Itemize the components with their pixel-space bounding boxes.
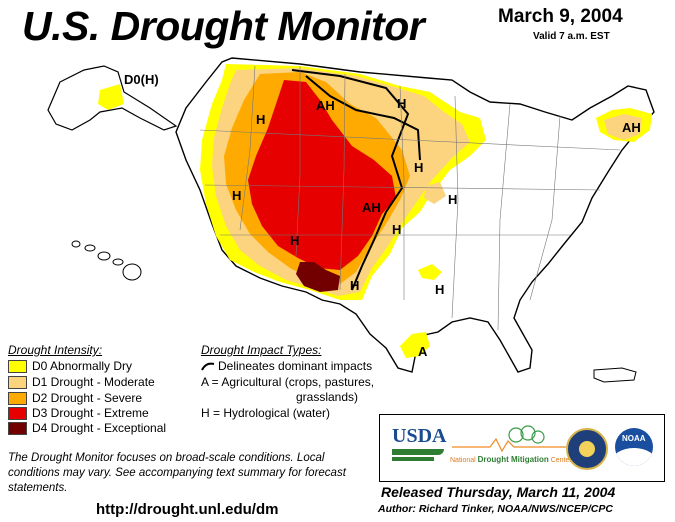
drought-d3-west [248, 80, 396, 270]
impact-label-h: H [397, 96, 406, 111]
author-credit: Author: Richard Tinker, NOAA/NWS/NCEP/CP… [378, 503, 613, 515]
ndmc-tree-icon [452, 425, 566, 453]
ndmc-logo-text: National Drought Mitigation Center [450, 455, 572, 464]
usda-logo-stripe [392, 449, 444, 455]
drought-d4-arizona [296, 262, 340, 292]
drought-d1-iowa [424, 182, 446, 204]
impact-label-h: H [448, 192, 457, 207]
logo-box: USDA National Drought Mitigation Center … [379, 414, 665, 482]
impact-label-h: H [290, 233, 299, 248]
legend-item-d0: D0 Abnormally Dry [8, 359, 133, 374]
impact-boundary-northern [305, 75, 421, 161]
impact-label-ah: AH [622, 120, 641, 135]
commerce-seal-icon [566, 428, 608, 470]
disclaimer-note: The Drought Monitor focuses on broad-sca… [8, 452, 346, 494]
impact-boundary-west [291, 69, 410, 291]
alaska-label: D0(H) [124, 72, 159, 87]
impact-label-a: A [418, 344, 428, 359]
legend-item-d3: D3 Drought - Extreme [8, 406, 149, 421]
alaska-d0-area [98, 84, 124, 110]
impact-label-h: H [232, 188, 241, 203]
legend-swatch-d1 [8, 376, 27, 390]
drought-d0-arkansas [418, 264, 442, 280]
state-boundaries [199, 65, 621, 331]
commerce-seal-center [579, 441, 595, 457]
impact-legend-title: Drought Impact Types: [201, 343, 322, 357]
hawaii-islands [71, 240, 142, 281]
impact-hydrological: H = Hydrological (water) [201, 406, 331, 420]
impact-agricultural-cont: grasslands) [296, 390, 359, 404]
noaa-logo-wave [615, 448, 653, 466]
usda-logo: USDA [392, 425, 447, 471]
drought-d0-texas-coast [400, 332, 430, 358]
impact-label-h: H [256, 112, 265, 127]
legend-swatch-d4 [8, 422, 27, 436]
map-date: March 9, 2004 [498, 6, 623, 27]
impact-label-h: H [435, 282, 444, 297]
legend-swatch-d2 [8, 392, 27, 406]
noaa-logo-text: NOAA [622, 434, 646, 443]
ndmc-logo-prefix: National [450, 457, 476, 464]
impact-label-ah: AH [362, 200, 381, 215]
ndmc-logo-main: Drought Mitigation [477, 455, 549, 464]
valid-time: Valid 7 a.m. EST [533, 31, 610, 42]
impact-line-symbol [201, 362, 215, 371]
drought-d1-new-england [604, 114, 642, 140]
legend-label-d0: D0 Abnormally Dry [32, 359, 133, 373]
legend-item-d4: D4 Drought - Exceptional [8, 421, 167, 436]
map-title: U.S. Drought Monitor [22, 3, 425, 49]
legend-swatch-d0 [8, 360, 27, 374]
impact-label-ah: AH [316, 98, 335, 113]
impact-line-text: Delineates dominant impacts [218, 359, 373, 373]
legend-swatch-d3 [8, 407, 27, 421]
usda-logo-stripe-2 [392, 457, 434, 461]
impact-label-h: H [414, 160, 423, 175]
intensity-legend-title: Drought Intensity: [8, 343, 103, 357]
legend-label-d1: D1 Drought - Moderate [32, 375, 155, 389]
legend-label-d2: D2 Drought - Severe [32, 391, 143, 405]
release-date: Released Thursday, March 11, 2004 [381, 484, 616, 500]
usda-logo-text: USDA [392, 425, 447, 447]
legend-item-d2: D2 Drought - Severe [8, 391, 143, 406]
legend-label-d3: D3 Drought - Extreme [32, 406, 149, 420]
impact-label-h: H [392, 222, 401, 237]
ndmc-logo-suffix: Center [550, 457, 572, 464]
ndmc-logo: National Drought Mitigation Center [450, 425, 572, 473]
impact-line-delineates: Delineates dominant impacts [201, 359, 372, 373]
legend-item-d1: D1 Drought - Moderate [8, 375, 155, 390]
impact-agricultural: A = Agricultural (crops, pastures, [201, 375, 375, 389]
source-url[interactable]: http://drought.unl.edu/dm [96, 501, 279, 518]
legend-label-d4: D4 Drought - Exceptional [32, 421, 167, 435]
noaa-logo: NOAA [615, 428, 653, 466]
impact-label-h: H [350, 278, 359, 293]
puerto-rico [593, 367, 637, 383]
